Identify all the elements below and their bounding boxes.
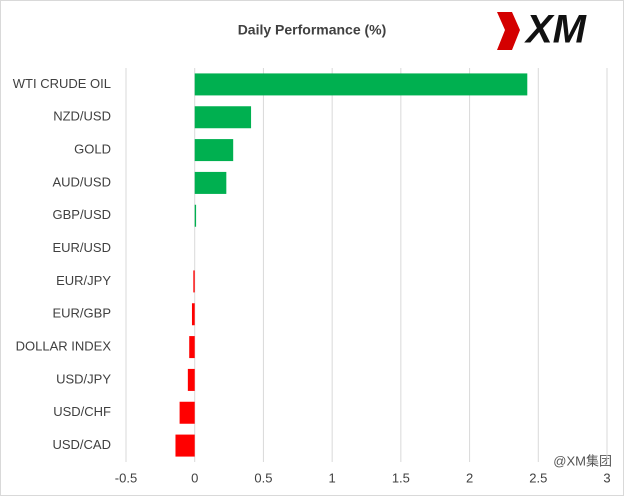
logo: XM (497, 8, 588, 52)
x-tick-label: 1 (329, 470, 336, 485)
bar (193, 270, 195, 293)
y-tick-label: EUR/GBP (52, 306, 111, 321)
bar (194, 73, 528, 96)
bar (187, 368, 195, 391)
y-tick-label: NZD/USD (53, 109, 111, 124)
y-tick-label: EUR/USD (52, 240, 111, 255)
logo-text: XM (524, 8, 588, 52)
x-tick-label: 0 (191, 470, 198, 485)
x-tick-label: -0.5 (115, 470, 137, 485)
watermark: @XM集团 (553, 453, 612, 468)
y-tick-label: USD/CAD (52, 437, 111, 452)
chart-title: Daily Performance (%) (238, 22, 387, 38)
y-tick-label: EUR/JPY (56, 273, 111, 288)
bar (194, 204, 197, 227)
bar (179, 401, 195, 424)
bar (191, 303, 195, 326)
bar (194, 106, 252, 129)
bar (175, 434, 195, 457)
y-tick-label: USD/JPY (56, 371, 111, 386)
x-tick-label: 1.5 (392, 470, 410, 485)
bar (189, 336, 195, 359)
x-tick-label: 3 (603, 470, 610, 485)
bar (194, 171, 227, 194)
logo-mark (497, 12, 520, 50)
y-tick-label: WTI CRUDE OIL (13, 76, 111, 91)
x-tick-label: 2 (466, 470, 473, 485)
y-tick-label: AUD/USD (52, 174, 111, 189)
x-tick-label: 0.5 (254, 470, 272, 485)
x-tick-label: 2.5 (529, 470, 547, 485)
y-tick-label: GOLD (74, 142, 111, 157)
y-tick-label: GBP/USD (52, 207, 111, 222)
y-tick-label: DOLLAR INDEX (16, 339, 112, 354)
y-tick-label: USD/CHF (53, 404, 111, 419)
bar (194, 139, 234, 162)
